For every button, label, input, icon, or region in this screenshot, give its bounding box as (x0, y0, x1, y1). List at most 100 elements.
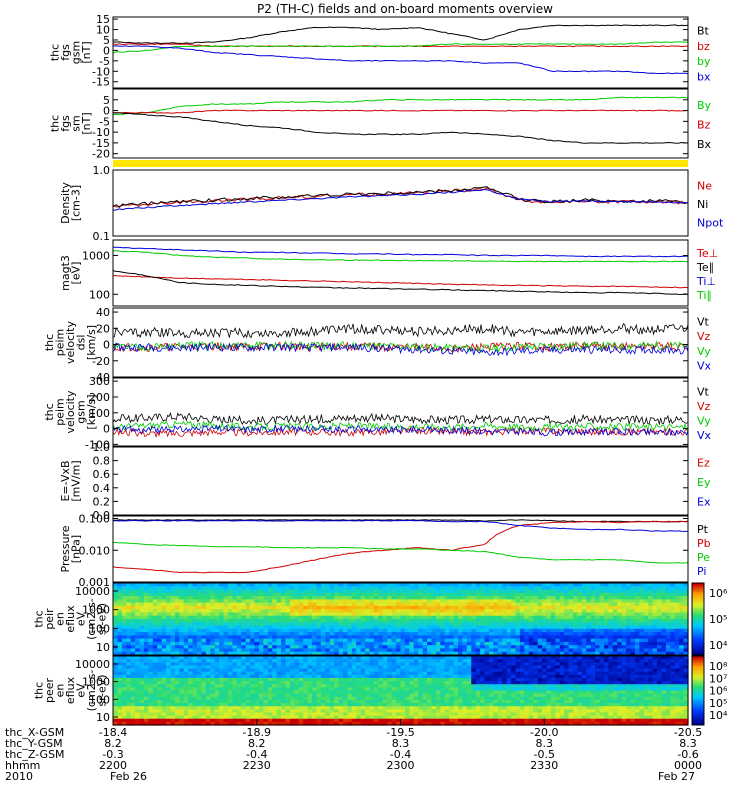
y-tick-label: 20 (96, 322, 110, 335)
y-axis-label-line: [km/s] (85, 325, 98, 360)
series-velocity_gsm-1 (112, 426, 689, 439)
legend-velocity_gsm-3: Vx (697, 429, 712, 442)
y-axis-label-line: [eV] (69, 262, 82, 285)
y-tick-label: 10 (96, 24, 110, 37)
colorbar-label: 10⁴ (709, 709, 728, 722)
series-temperature-1 (112, 270, 689, 296)
series-velocity_gsm-2 (112, 420, 689, 432)
y-tick-label: -20 (92, 148, 110, 161)
y-axis-label-line: (cm2-s- (85, 670, 98, 712)
x-row-label: thc_X-GSM (5, 726, 64, 739)
legend-efield-0: Ez (697, 457, 710, 470)
y-axis-label-line: dsl (75, 335, 88, 351)
y-axis-label-line: [km/s] (85, 394, 98, 429)
legend-velocity_dsl-2: Vy (697, 345, 711, 358)
y-axis-label-line: [nT] (80, 112, 93, 134)
y-axis-label-line: sm (69, 115, 82, 131)
y-tick-label: 0.1 (93, 230, 111, 243)
series-velocity_gsm-0 (112, 411, 689, 427)
series-pressure-1 (112, 520, 689, 574)
legend-fgs_gsm-3: bx (697, 70, 711, 83)
x-tick-value: 8.3 (679, 737, 697, 750)
x-tick-value: 8.3 (536, 737, 554, 750)
y-tick-label: 0.0 (93, 509, 111, 522)
y-axis-label-line: sr-eV) (96, 603, 109, 635)
x-tick-value: 2300 (387, 759, 415, 772)
x-row-label: thc_Y-GSM (5, 737, 63, 750)
y-tick-label: 0 (103, 44, 110, 57)
legend-velocity_gsm-2: Vy (697, 414, 711, 427)
series-velocity_dsl-0 (112, 323, 689, 339)
y-axis-label-line: thc (33, 610, 46, 627)
x-tick-value: Feb 27 (658, 770, 695, 783)
y-tick-label: -40 (92, 371, 110, 384)
legend-temperature-0: Te⊥ (696, 247, 718, 260)
x-tick-value: 8.3 (392, 737, 410, 750)
y-axis-label-line: eflux (64, 676, 77, 704)
x-tick-value: -20.0 (530, 726, 558, 739)
x-tick-value: -0.3 (102, 748, 123, 761)
panel-efield: 1.00.80.60.40.20.0 Ez Ey Ex E=-VxB[mV/m] (59, 441, 711, 522)
y-axis-label-line: en (54, 684, 67, 698)
y-axis-label-line: thc (33, 682, 46, 699)
y-tick-label: 1000 (82, 249, 110, 262)
legend-velocity_gsm-1: Vz (697, 400, 711, 413)
series-density-1 (112, 186, 689, 208)
y-tick-label: 5 (103, 34, 110, 47)
panel-velocity_dsl: 40 20 0 -20 -40 Vt Vz Vy Vx thcpeimvelocitydsl[km… (43, 306, 712, 384)
x-tick-value: 2330 (530, 759, 558, 772)
y-axis-label-line: (cm2-s- (85, 598, 98, 640)
y-tick-label: 0.8 (93, 455, 111, 468)
y-tick-label: -15 (92, 137, 110, 150)
y-axis-label-line: eflux (64, 605, 77, 633)
x-tick-value: -18.9 (243, 726, 271, 739)
y-tick-label: -15 (92, 76, 110, 89)
y-tick-label: -100 (85, 438, 110, 451)
chart-title: P2 (TH-C) fields and on-board moments ov… (257, 2, 553, 16)
y-axis-label-line: Density (59, 182, 72, 224)
y-axis-label-line: magt3 (59, 255, 72, 291)
x-tick-value: 8.2 (104, 737, 122, 750)
y-tick-label: 300 (89, 375, 110, 388)
y-axis-label-line: thc (43, 403, 56, 420)
legend-density-0: Ne (697, 179, 712, 192)
legend-density-2: Npot (697, 217, 724, 230)
y-tick-label: 100 (89, 693, 110, 706)
y-tick-label: 0 (103, 423, 110, 436)
legend-velocity_gsm-0: Vt (697, 385, 710, 398)
series-fgs_sm-0 (112, 96, 689, 116)
legend-pressure-0: Pt (697, 523, 709, 536)
panels: 151050-5-10-15Btbzbybxthcfgsgsm[nT]50-5-… (33, 13, 728, 726)
y-axis-label-line: Pressure (59, 525, 72, 572)
series-pressure-3 (112, 519, 688, 532)
y-tick-label: 40 (96, 306, 110, 319)
y-tick-label: 10000 (75, 585, 110, 598)
series-velocity_dsl-3 (112, 342, 689, 357)
y-tick-label: 1.0 (93, 441, 111, 454)
colorbar-label: 10⁸ (709, 660, 728, 673)
series-temperature-0 (112, 274, 689, 289)
legend-velocity_dsl-1: Vz (697, 330, 711, 343)
y-axis-label-line: thc (48, 44, 61, 61)
y-tick-label: 0.001 (79, 576, 111, 589)
series-fgs_gsm-2 (112, 41, 689, 54)
y-axis-label-line: [mV/m] (69, 460, 82, 501)
y-tick-label: -5 (99, 55, 110, 68)
y-axis-label-line: eV (75, 683, 88, 698)
panel-temperature: 1000 100 Te⊥Te∥Ti⊥Ti∥ magt3[eV] (59, 239, 718, 307)
y-axis-label-line: en (54, 612, 67, 626)
y-axis-label-line: thc (48, 115, 61, 132)
series-fgs_gsm-3 (112, 45, 689, 75)
legend-fgs_gsm-2: by (697, 55, 711, 68)
y-tick-label: -20 (92, 355, 110, 368)
series-fgs_sm-2 (112, 112, 689, 144)
x-tick-value: -0.6 (677, 748, 698, 761)
x-tick-value: -0.5 (534, 748, 555, 761)
